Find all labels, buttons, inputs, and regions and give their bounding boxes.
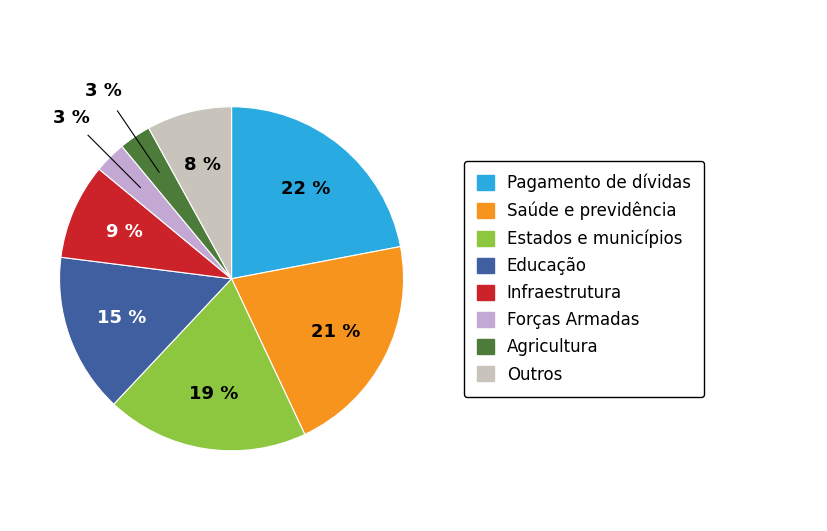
Text: 3 %: 3 % xyxy=(53,109,89,127)
Text: 21 %: 21 % xyxy=(311,323,361,341)
Wedge shape xyxy=(122,128,232,279)
Wedge shape xyxy=(99,146,232,279)
Text: 3 %: 3 % xyxy=(85,82,122,100)
Wedge shape xyxy=(114,279,305,451)
Wedge shape xyxy=(232,107,400,279)
Text: 22 %: 22 % xyxy=(281,179,331,198)
Legend: Pagamento de dívidas, Saúde e previdência, Estados e municípios, Educação, Infra: Pagamento de dívidas, Saúde e previdênci… xyxy=(463,160,704,397)
Text: 15 %: 15 % xyxy=(97,310,146,328)
Text: 9 %: 9 % xyxy=(106,224,142,241)
Wedge shape xyxy=(60,257,232,404)
Wedge shape xyxy=(61,169,232,279)
Text: 8 %: 8 % xyxy=(184,157,221,175)
Text: 19 %: 19 % xyxy=(189,386,238,404)
Wedge shape xyxy=(149,107,232,279)
Wedge shape xyxy=(232,246,404,434)
